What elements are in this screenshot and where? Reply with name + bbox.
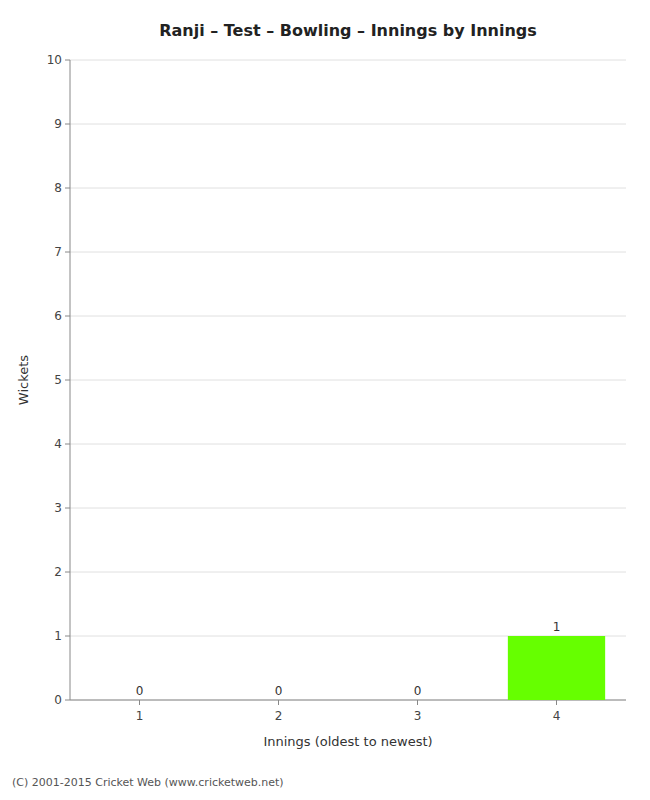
grid-line [70,316,626,317]
grid-line [70,380,626,381]
axes: 0123456789101234 [47,53,626,723]
y-tick-label: 6 [54,309,62,323]
x-tick-label: 3 [414,709,422,723]
y-tick-label: 9 [54,117,62,131]
x-axis-label: Innings (oldest to newest) [263,734,432,749]
y-tick [65,636,70,637]
data-label: 0 [275,684,283,698]
y-tick-label: 10 [47,53,62,67]
data-label: 0 [414,684,422,698]
grid [70,60,626,700]
x-tick-label: 1 [136,709,144,723]
y-tick [65,252,70,253]
y-tick-label: 8 [54,181,62,195]
grid-line [70,572,626,573]
y-tick [65,572,70,573]
grid-line [70,188,626,189]
y-tick [65,700,70,701]
bars [508,636,605,700]
y-tick [65,60,70,61]
y-tick [65,188,70,189]
bar [230,700,327,701]
y-tick [65,380,70,381]
y-tick-label: 3 [54,501,62,515]
y-axis-label: Wickets [16,355,31,405]
y-tick [65,124,70,125]
y-tick-label: 2 [54,565,62,579]
chart-container: 0 1 2 3 4 5 6 7 8 9 10 1 2 3 4 0 0 0 1 Ranji – Test – Bowli… [0,0,650,800]
y-tick [65,508,70,509]
x-tick-label: 2 [275,709,283,723]
data-labels: 0 0 0 1 [136,620,561,698]
data-label: 1 [553,620,561,634]
y-tick-label: 0 [54,693,62,707]
x-tick [556,700,557,705]
grid-line [70,444,626,445]
bar [508,636,605,700]
y-tick-label: 7 [54,245,62,259]
bar [369,700,466,701]
y-tick-label: 4 [54,437,62,451]
y-tick [65,444,70,445]
grid-line [70,60,626,61]
data-label: 0 [136,684,144,698]
y-tick-label: 1 [54,629,62,643]
y-tick-label: 5 [54,373,62,387]
x-tick [417,700,418,705]
x-tick-label: 4 [553,709,561,723]
bar [91,700,188,701]
y-tick [65,316,70,317]
grid-line [70,252,626,253]
footer: (C) 2001-2015 Cricket Web (www.cricketwe… [12,776,284,789]
chart: 0 1 2 3 4 5 6 7 8 9 10 1 2 3 4 0 0 0 1 Ranji – Test – Bowli… [0,0,650,800]
x-tick [139,700,140,705]
grid-line [70,508,626,509]
title: Ranji – Test – Bowling – Innings by Inni… [159,21,537,40]
grid-line [70,124,626,125]
y-axis-line [70,60,71,700]
x-tick [278,700,279,705]
